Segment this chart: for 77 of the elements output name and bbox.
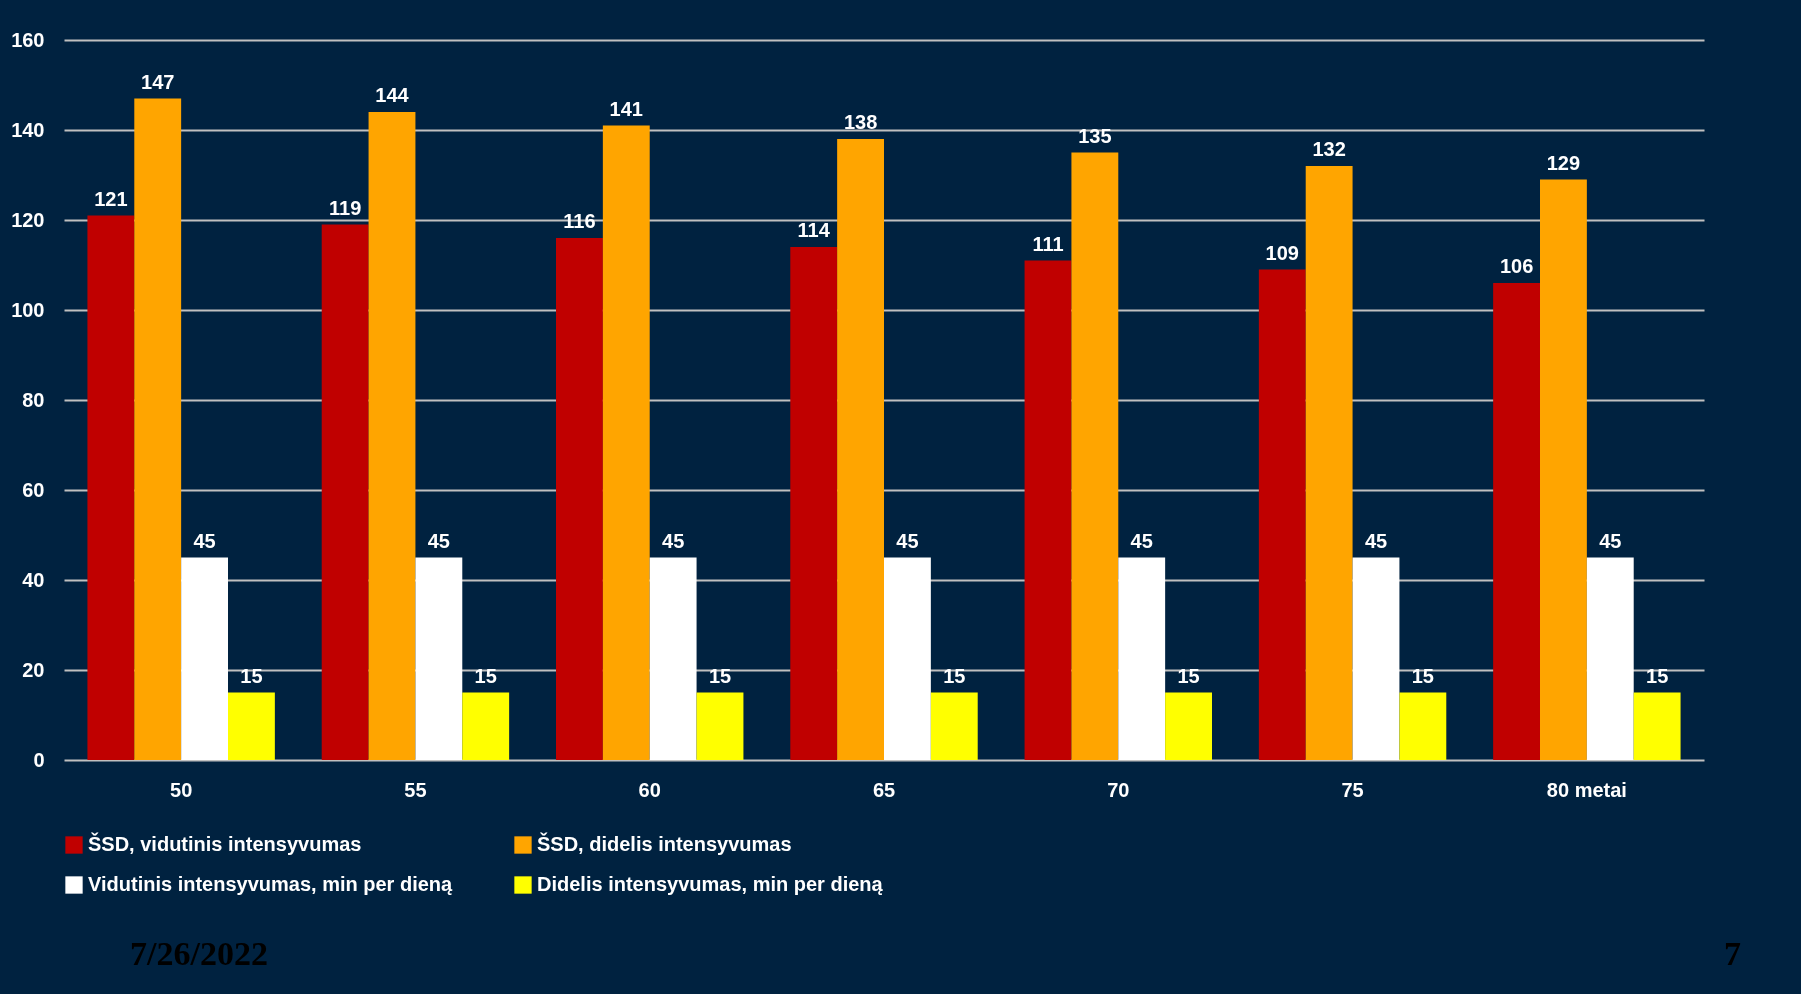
y-tick-label: 60 <box>22 478 45 501</box>
x-tick-label: 60 <box>638 778 661 801</box>
bar <box>228 692 275 760</box>
bar <box>1305 166 1353 760</box>
data-label: 15 <box>1646 664 1669 687</box>
bar <box>1586 557 1634 760</box>
data-label: 147 <box>141 70 175 93</box>
data-label: 144 <box>375 84 410 106</box>
x-tick-label: 80 metai <box>1546 778 1627 801</box>
bar <box>368 112 416 760</box>
legend-label: Didelis intensyvumas, min per dieną <box>537 873 884 895</box>
bar <box>87 215 135 760</box>
bar <box>1024 260 1072 760</box>
x-tick-label: 70 <box>1107 778 1130 801</box>
data-label: 114 <box>797 219 831 241</box>
bar <box>884 557 931 760</box>
legend-label: Vidutinis intensyvumas, min per dieną <box>88 873 454 895</box>
data-label: 129 <box>1546 151 1581 174</box>
bar <box>462 692 510 760</box>
bar <box>1071 152 1119 760</box>
data-label: 132 <box>1312 138 1346 160</box>
text: 7 <box>1724 935 1741 973</box>
data-label: 106 <box>1499 255 1534 277</box>
legend-label: ŠSD, didelis intensyvumas <box>537 832 792 855</box>
y-tick-label: 0 <box>33 748 45 771</box>
data-label: 109 <box>1265 241 1299 264</box>
data-label: 121 <box>94 187 128 210</box>
data-label: 15 <box>240 664 263 687</box>
data-label: 15 <box>943 664 966 687</box>
bar <box>602 125 650 760</box>
bar <box>181 557 228 760</box>
x-tick-label: 50 <box>170 778 193 801</box>
bar <box>321 224 369 760</box>
bar <box>415 557 463 760</box>
y-tick-label: 120 <box>11 208 45 231</box>
bar <box>1633 692 1681 760</box>
bar <box>837 139 884 760</box>
bar <box>1352 557 1400 760</box>
data-label: 45 <box>896 529 919 552</box>
data-label: 138 <box>843 111 878 133</box>
data-label: 45 <box>662 529 685 552</box>
data-label: 45 <box>1599 529 1622 552</box>
y-tick-label: 40 <box>22 568 45 591</box>
bar <box>134 98 182 760</box>
bar <box>1493 283 1540 760</box>
data-label: 15 <box>1177 664 1200 687</box>
data-label: 15 <box>1411 664 1434 687</box>
data-label: 45 <box>1130 529 1153 552</box>
bar <box>1118 557 1166 760</box>
data-label: 45 <box>193 529 216 552</box>
data-label: 45 <box>427 529 450 552</box>
x-tick-label: 55 <box>404 778 427 801</box>
y-tick-label: 20 <box>22 658 45 681</box>
data-label: 135 <box>1078 124 1112 147</box>
y-tick-label: 100 <box>11 298 45 321</box>
data-label: 141 <box>609 97 643 120</box>
y-tick-label: 160 <box>11 28 45 51</box>
data-label: 45 <box>1364 529 1388 552</box>
bar <box>1399 692 1447 760</box>
y-tick-label: 80 <box>22 388 45 411</box>
data-label: 119 <box>329 196 362 219</box>
bar <box>930 692 978 760</box>
bar <box>790 247 838 760</box>
bar <box>649 557 697 760</box>
bar <box>556 238 603 760</box>
data-label: 15 <box>708 664 732 687</box>
bar <box>1540 179 1587 760</box>
x-tick-label: 75 <box>1341 778 1364 801</box>
data-label: 15 <box>474 664 497 687</box>
bar <box>696 692 744 760</box>
data-label: 111 <box>1032 232 1064 255</box>
text: 7/26/2022 <box>130 935 268 973</box>
x-tick-label: 65 <box>872 778 896 801</box>
y-tick-label: 140 <box>11 118 45 141</box>
legend-label: ŠSD, vidutinis intensyvumas <box>88 832 362 855</box>
bar <box>1165 692 1212 760</box>
bar <box>1258 269 1306 760</box>
